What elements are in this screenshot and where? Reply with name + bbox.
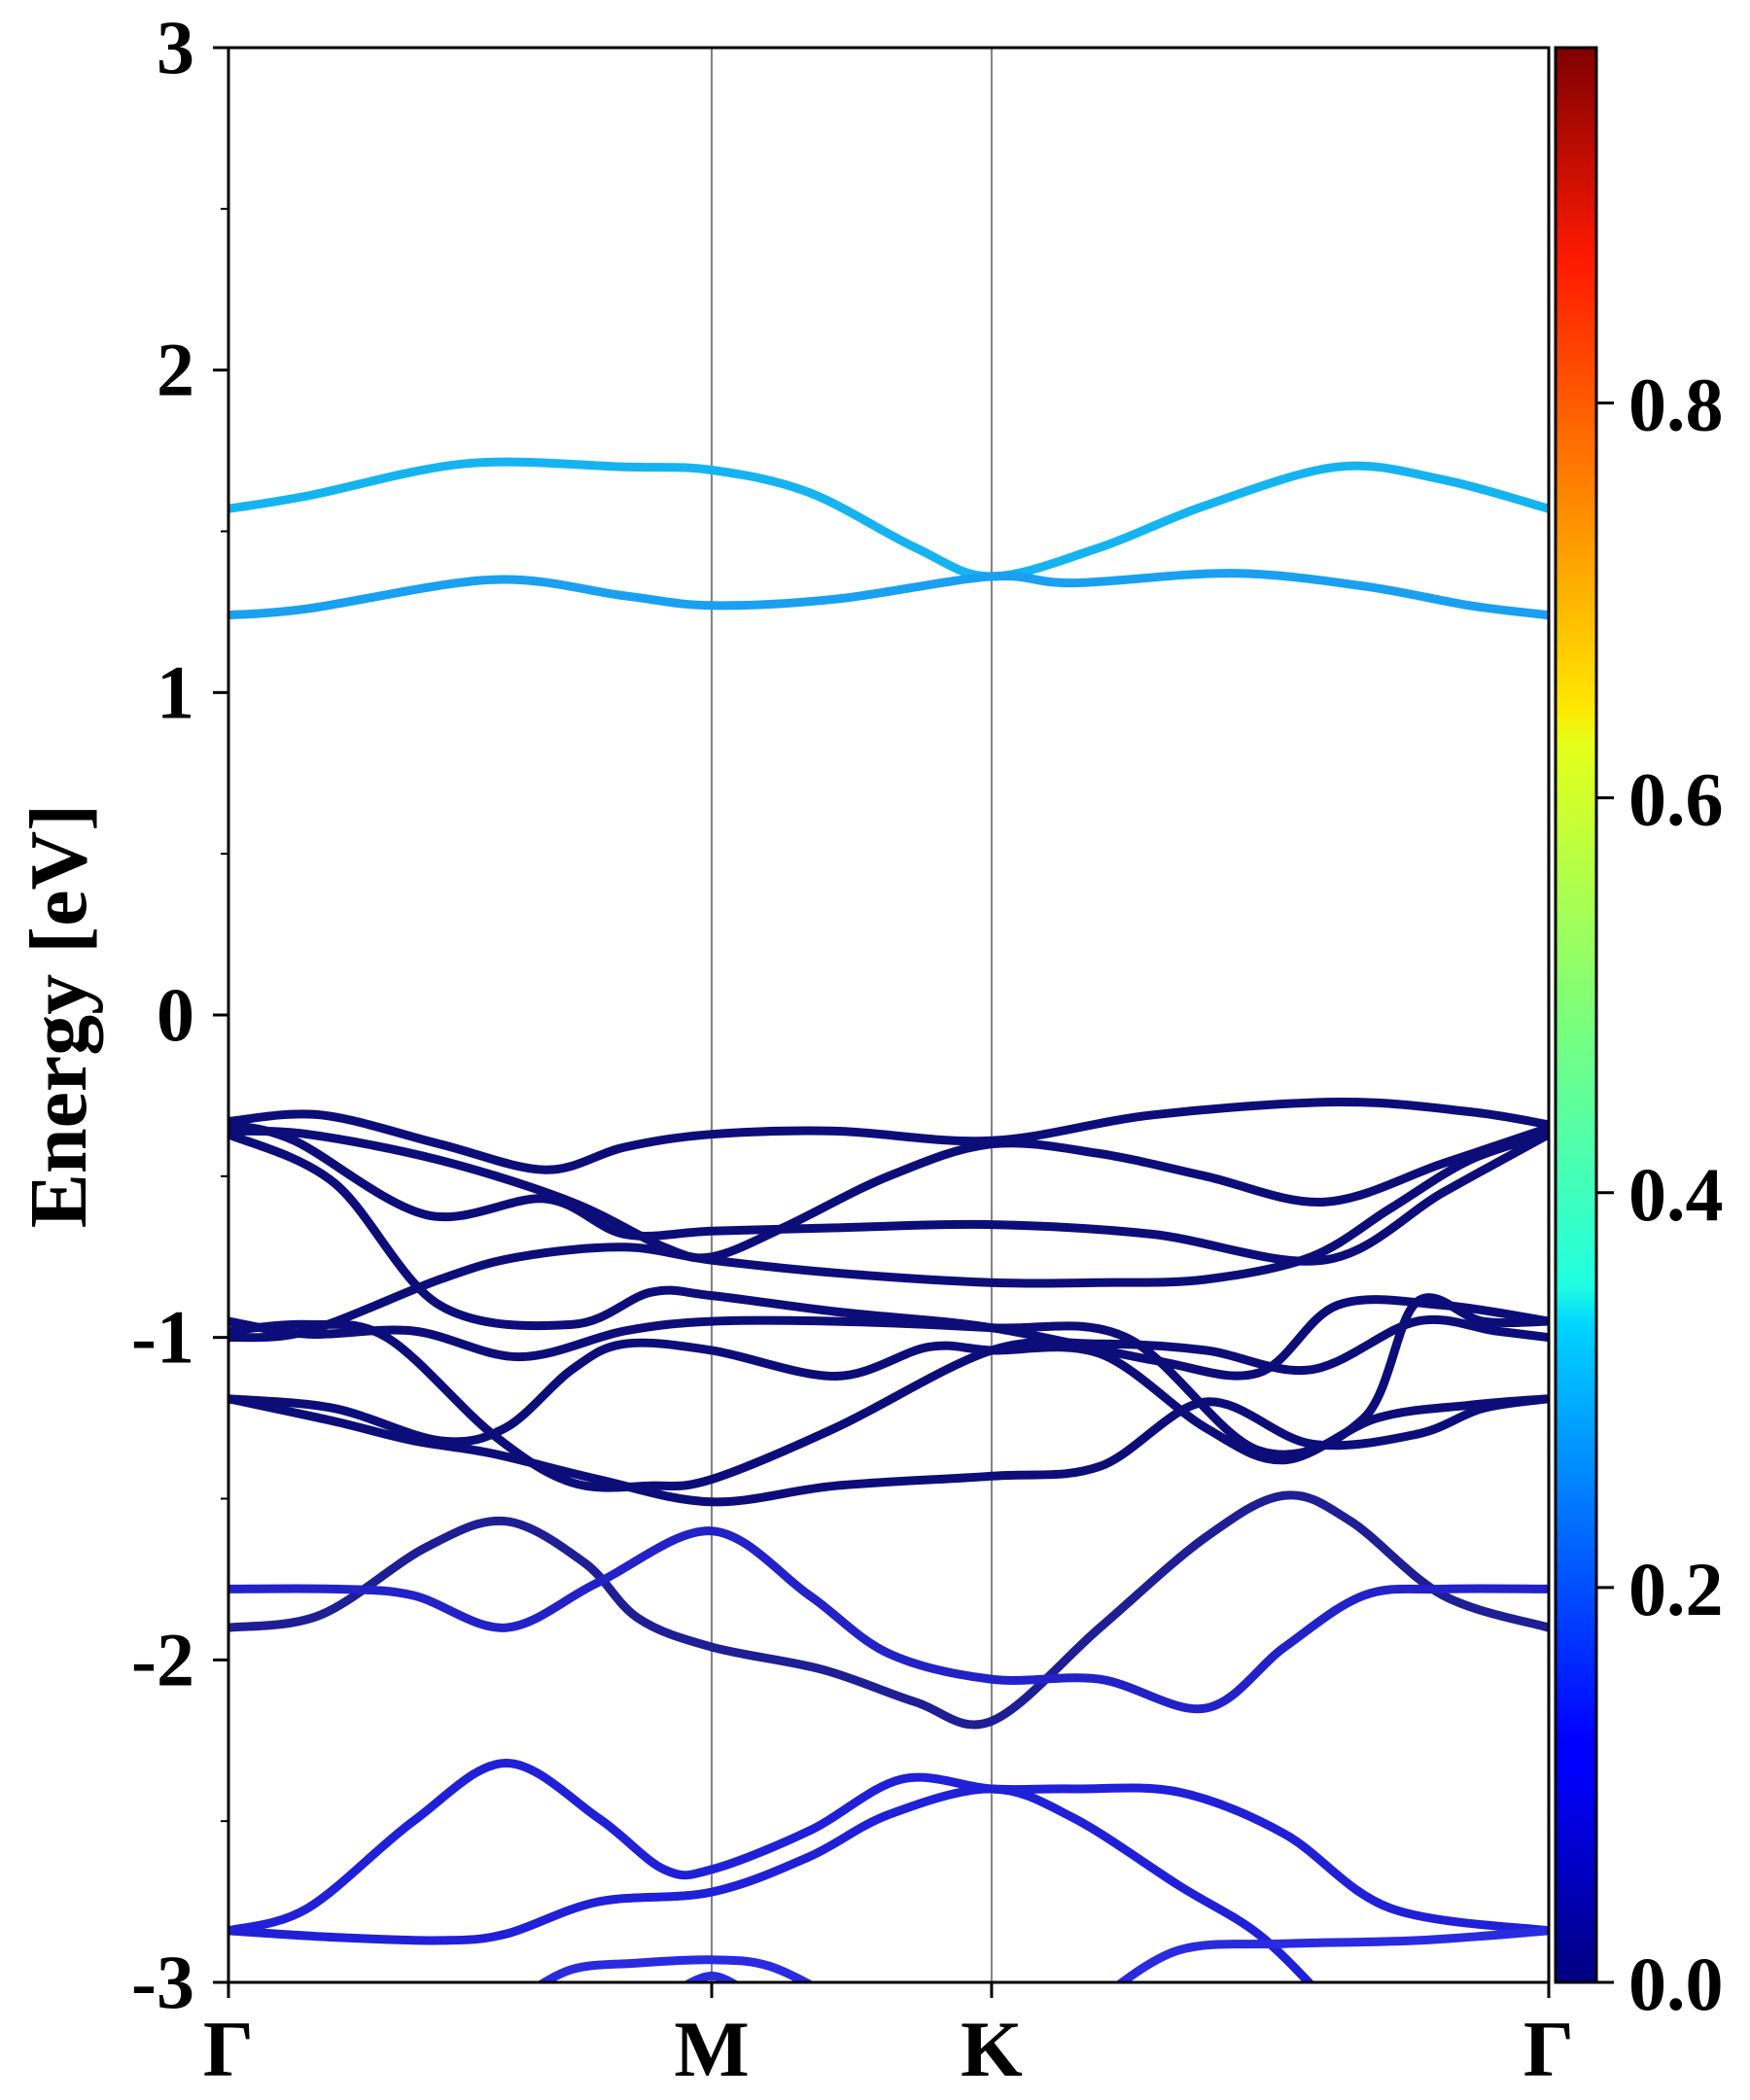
band-line xyxy=(228,569,1549,620)
colorbar-tick-label: 0.4 xyxy=(1628,1152,1724,1237)
x-tick-label: Γ xyxy=(1523,2005,1574,2093)
band-line xyxy=(228,1130,1549,1343)
y-tick-label: 0 xyxy=(157,972,194,1057)
y-tick-label: -3 xyxy=(131,1940,194,2024)
band-line xyxy=(228,1120,1549,1266)
y-axis-label: Energy [eV] xyxy=(14,804,104,1228)
colorbar-tick-label: 0.0 xyxy=(1628,1942,1724,2026)
colorbar-ticks: 0.0 0.2 0.4 0.6 0.8 xyxy=(1596,363,1724,2026)
y-tick-label: -1 xyxy=(131,1295,194,1380)
colorbar xyxy=(1554,46,1598,1984)
band-line xyxy=(682,1971,740,1982)
band-line xyxy=(228,1123,1549,1263)
y-tick-label: 2 xyxy=(157,328,194,412)
band-line xyxy=(228,1758,1549,1936)
x-tick-label: M xyxy=(674,2005,749,2093)
band-line xyxy=(228,1130,1549,1381)
x-tick-label: K xyxy=(961,2005,1023,2093)
band-line xyxy=(536,1955,816,1982)
colorbar-tick-label: 0.6 xyxy=(1628,757,1724,842)
x-tick-label: Γ xyxy=(203,2005,254,2093)
high-symmetry-lines xyxy=(711,48,993,1982)
band-line xyxy=(228,457,1549,581)
colorbar-tick-label: 0.8 xyxy=(1628,363,1724,447)
band-curves xyxy=(228,457,1549,1982)
y-axis-ticks: 3 2 1 0 -1 -2 -3 xyxy=(131,5,228,2024)
band-line xyxy=(228,1526,1549,1714)
band-line xyxy=(228,1097,1549,1174)
band-line xyxy=(228,1293,1549,1459)
colorbar-tick-label: 0.2 xyxy=(1628,1547,1724,1631)
band-line xyxy=(228,1784,1315,1982)
band-line xyxy=(228,1394,1549,1507)
y-tick-label: -2 xyxy=(131,1617,194,1701)
band-line xyxy=(228,1314,1549,1492)
y-tick-label: 3 xyxy=(157,5,194,89)
y-tick-label: 1 xyxy=(157,649,194,734)
band-line xyxy=(1114,1926,1549,1982)
band-line xyxy=(228,1490,1549,1730)
